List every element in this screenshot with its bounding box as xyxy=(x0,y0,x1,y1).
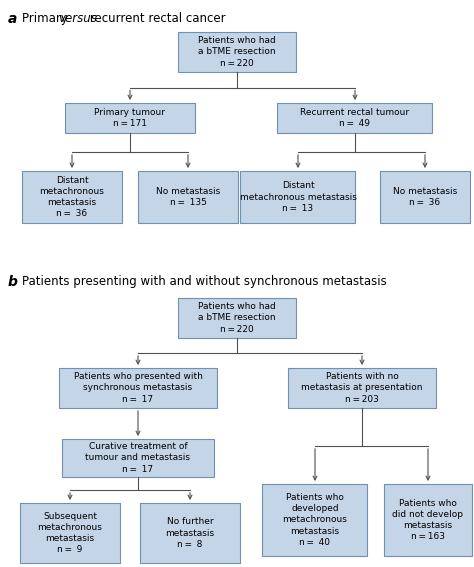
FancyBboxPatch shape xyxy=(59,368,217,408)
FancyBboxPatch shape xyxy=(240,171,356,223)
Text: Patients who presented with
synchronous metastasis
n =  17: Patients who presented with synchronous … xyxy=(73,373,202,404)
FancyBboxPatch shape xyxy=(62,439,214,477)
FancyBboxPatch shape xyxy=(288,368,436,408)
Text: a: a xyxy=(8,12,18,26)
Text: Patients who had
a bTME resection
n = 220: Patients who had a bTME resection n = 22… xyxy=(198,302,276,333)
FancyBboxPatch shape xyxy=(20,503,120,563)
FancyBboxPatch shape xyxy=(140,503,240,563)
FancyBboxPatch shape xyxy=(384,484,472,556)
FancyBboxPatch shape xyxy=(277,103,432,133)
Text: Patients who
developed
metachronous
metastasis
n =  40: Patients who developed metachronous meta… xyxy=(283,493,347,547)
Text: Recurrent rectal tumour
n =  49: Recurrent rectal tumour n = 49 xyxy=(301,108,410,128)
FancyBboxPatch shape xyxy=(65,103,195,133)
Text: No metastasis
n =  135: No metastasis n = 135 xyxy=(156,187,220,207)
Text: Primary: Primary xyxy=(22,12,72,25)
FancyBboxPatch shape xyxy=(380,171,470,223)
FancyBboxPatch shape xyxy=(178,32,296,72)
Text: No further
metastasis
n =  8: No further metastasis n = 8 xyxy=(165,518,215,549)
Text: No metastasis
n =  36: No metastasis n = 36 xyxy=(393,187,457,207)
FancyBboxPatch shape xyxy=(263,484,367,556)
Text: Distant
metachronous metastasis
n =  13: Distant metachronous metastasis n = 13 xyxy=(239,181,356,213)
Text: versus: versus xyxy=(58,12,97,25)
Text: recurrent rectal cancer: recurrent rectal cancer xyxy=(86,12,225,25)
Text: Distant
metachronous
metastasis
n =  36: Distant metachronous metastasis n = 36 xyxy=(39,176,104,218)
Text: Patients presenting with and without synchronous metastasis: Patients presenting with and without syn… xyxy=(22,275,387,288)
Text: Patients with no
metastasis at presentation
n = 203: Patients with no metastasis at presentat… xyxy=(301,373,423,404)
Text: b: b xyxy=(8,275,18,289)
Text: Patients who
did not develop
metastasis
n = 163: Patients who did not develop metastasis … xyxy=(392,499,464,541)
Text: Patients who had
a bTME resection
n = 220: Patients who had a bTME resection n = 22… xyxy=(198,36,276,67)
FancyBboxPatch shape xyxy=(138,171,238,223)
FancyBboxPatch shape xyxy=(178,298,296,338)
Text: Curative treatment of
tumour and metastasis
n =  17: Curative treatment of tumour and metasta… xyxy=(85,442,191,473)
Text: Subsequent
metachronous
metastasis
n =  9: Subsequent metachronous metastasis n = 9 xyxy=(37,512,102,554)
Text: Primary tumour
n = 171: Primary tumour n = 171 xyxy=(94,108,165,128)
FancyBboxPatch shape xyxy=(22,171,122,223)
